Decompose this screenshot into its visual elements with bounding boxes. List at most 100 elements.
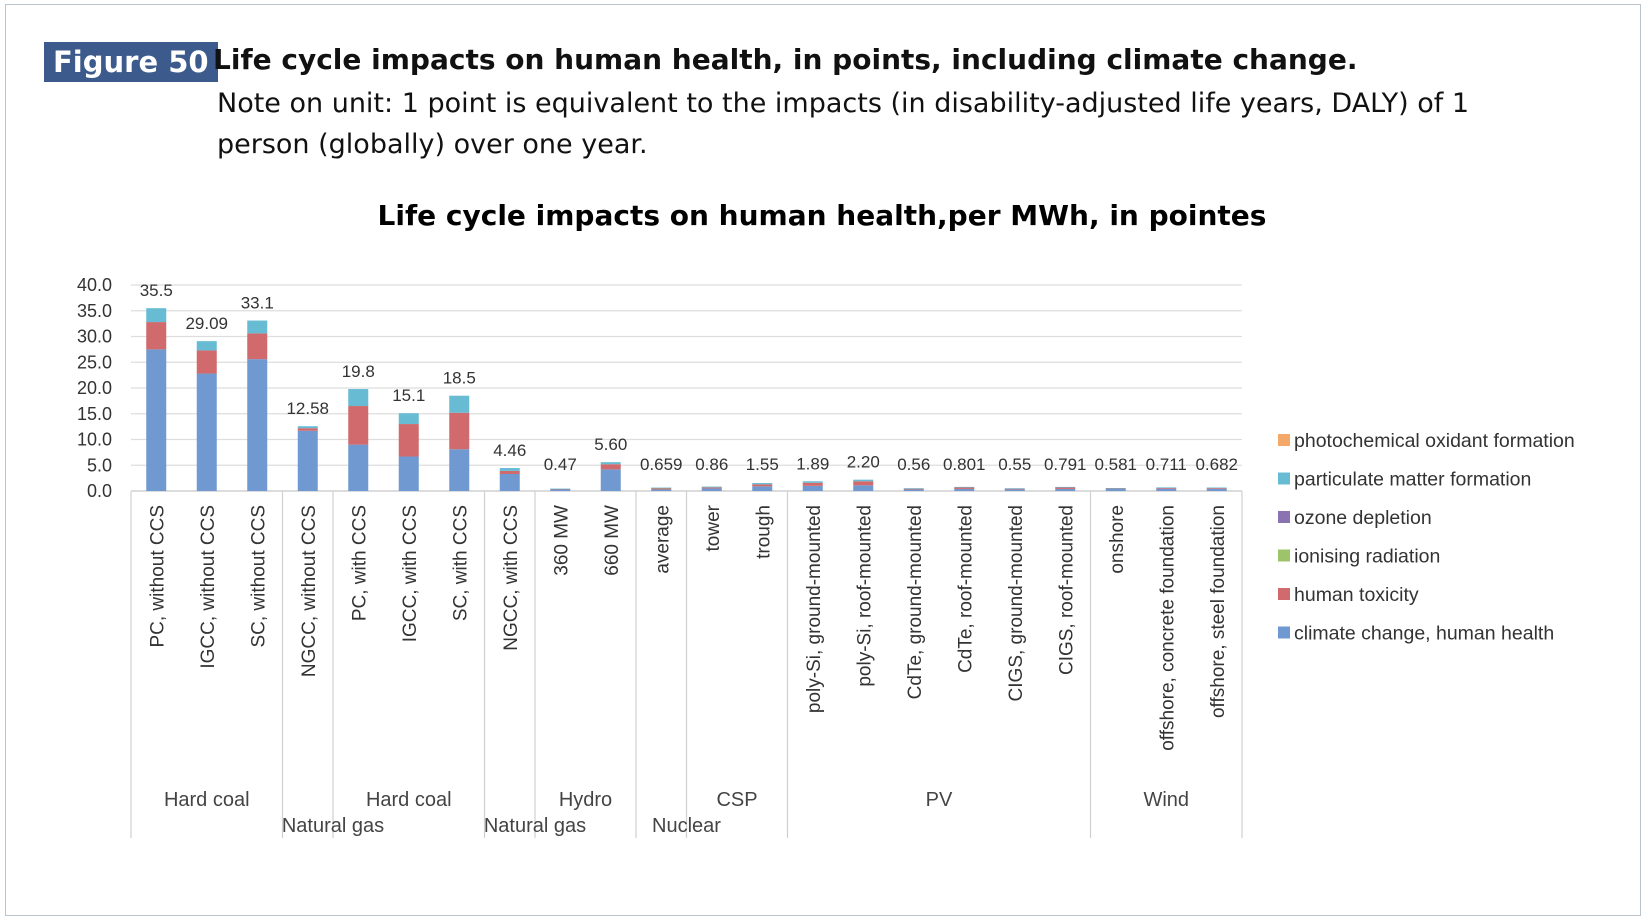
bar-segment <box>1004 488 1025 489</box>
bar-segment <box>651 487 672 489</box>
bar-segment <box>600 462 621 465</box>
y-tick-label: 30.0 <box>77 327 112 347</box>
data-label: 0.55 <box>998 455 1031 474</box>
group-label: CSP <box>716 789 757 811</box>
bar-segment <box>196 373 217 491</box>
legend-label: ozone depletion <box>1294 507 1432 529</box>
bar-segment <box>1055 488 1076 491</box>
bar-segment <box>853 479 874 482</box>
bar-segment <box>903 489 924 491</box>
category-label: PC, without CCS <box>147 505 168 648</box>
bar-segment <box>146 349 167 491</box>
category-label: NGCC, without CCS <box>299 505 320 677</box>
bar-segment <box>853 481 874 486</box>
legend-swatch <box>1278 434 1290 446</box>
bar-segment <box>146 322 167 350</box>
group-label: PV <box>926 789 953 811</box>
bar-segment <box>954 488 975 491</box>
data-label: 29.09 <box>185 314 228 333</box>
group-label: Natural gas <box>484 815 586 837</box>
bar-segment <box>247 359 268 491</box>
bar-segment <box>196 341 217 351</box>
category-label: offshore, concrete foundation <box>1157 505 1178 751</box>
y-tick-label: 20.0 <box>77 378 112 398</box>
bar-segment <box>1206 488 1227 491</box>
bar-segment <box>1105 488 1126 490</box>
legend-label: ionising radiation <box>1294 546 1440 568</box>
figure-badge: Figure 50 <box>44 42 218 82</box>
group-label: Hard coal <box>366 789 452 811</box>
data-label: 0.791 <box>1044 455 1087 474</box>
y-tick-label: 0.0 <box>87 481 112 501</box>
bar-segment <box>499 468 520 471</box>
bar-segment <box>398 424 419 457</box>
bar-segment <box>651 487 672 490</box>
bar-segment <box>1055 486 1076 488</box>
bar-segment <box>802 482 823 486</box>
category-label: 660 MW <box>602 505 623 576</box>
category-label: tower <box>703 504 724 551</box>
category-label: poly-Si, roof-mounted <box>854 505 875 687</box>
group-label: Hydro <box>559 789 612 811</box>
legend-swatch <box>1278 626 1290 639</box>
data-label: 18.5 <box>443 369 476 388</box>
category-label: poly-Si, ground-mounted <box>804 505 825 713</box>
data-label: 4.46 <box>493 441 526 460</box>
category-label: NGCC, with CCS <box>501 505 522 651</box>
category-label: IGCC, without CCS <box>198 505 219 669</box>
bar-segment <box>954 487 975 489</box>
bar-segment <box>802 481 823 483</box>
legend-swatch <box>1278 511 1290 523</box>
legend-label: climate change, human health <box>1294 623 1554 645</box>
data-label: 2.20 <box>847 453 880 472</box>
bar-segment <box>1105 488 1126 489</box>
figure-title: Life cycle impacts on human health, in p… <box>213 43 1358 76</box>
bar-segment <box>247 333 268 360</box>
y-tick-label: 40.0 <box>77 275 112 295</box>
bar-segment <box>853 485 874 491</box>
bar-segment <box>196 350 217 374</box>
bar-segment <box>297 430 318 491</box>
category-label: onshore <box>1107 505 1128 574</box>
legend-label: photochemical oxidant formation <box>1294 430 1575 452</box>
bar-segment <box>449 395 470 413</box>
bar-segment <box>247 320 268 334</box>
y-tick-label: 35.0 <box>77 301 112 321</box>
bars <box>146 308 1227 491</box>
bar-segment <box>550 488 571 490</box>
bar-segment <box>903 488 924 490</box>
bar-segment <box>1055 487 1076 489</box>
bar-segment <box>954 486 975 488</box>
group-label: Wind <box>1143 789 1189 811</box>
category-label: PC, with CCS <box>349 505 370 621</box>
legend-label: human toxicity <box>1294 584 1419 606</box>
data-label: 33.1 <box>241 294 274 313</box>
data-label: 0.711 <box>1146 455 1187 474</box>
y-axis-ticks: 0.0 5.0 10.0 15.0 20.0 25.0 30.0 35.0 40.0 <box>77 275 112 501</box>
bar-segment <box>1004 489 1025 491</box>
group-label: Natural gas <box>282 815 384 837</box>
group-label: Hard coal <box>164 789 250 811</box>
bar-segment <box>499 470 520 475</box>
bar-segment <box>600 469 621 491</box>
y-tick-label: 10.0 <box>77 430 112 450</box>
data-label: 19.8 <box>342 362 375 381</box>
legend-swatch <box>1278 472 1290 485</box>
bar-segment <box>1206 488 1227 489</box>
data-label: 1.55 <box>746 455 779 474</box>
data-label: 1.89 <box>796 454 829 473</box>
chart-title: Life cycle impacts on human health,per M… <box>378 199 1267 232</box>
y-tick-label: 15.0 <box>77 404 112 424</box>
bar-segment <box>1156 487 1177 488</box>
category-label: CdTe, ground-mounted <box>905 505 926 699</box>
bar-segment <box>146 308 167 323</box>
bar-segment <box>449 412 470 450</box>
bar-segment <box>1105 488 1126 491</box>
bar-segment <box>297 426 318 429</box>
data-label: 15.1 <box>392 386 425 405</box>
legend-swatch <box>1278 549 1290 562</box>
group-label: Nuclear <box>652 815 721 837</box>
bar-segment <box>550 489 571 491</box>
category-label: average <box>652 505 673 574</box>
category-label: trough <box>753 505 774 559</box>
